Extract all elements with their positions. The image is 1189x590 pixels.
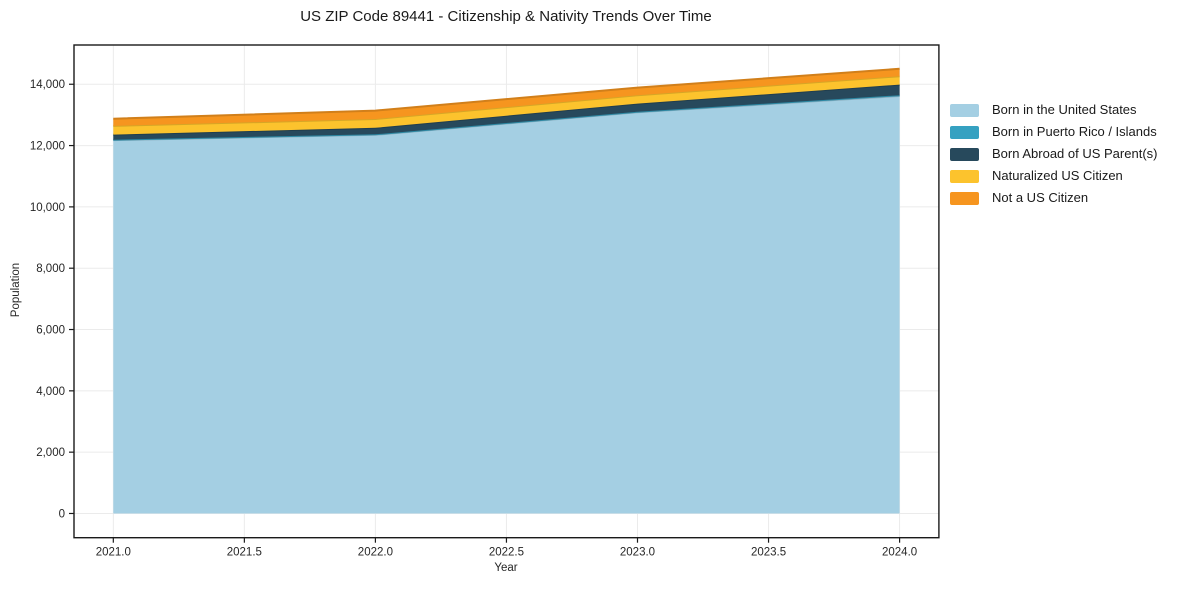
x-tick-label: 2022.0 bbox=[358, 547, 393, 559]
y-tick-label: 8,000 bbox=[36, 263, 65, 275]
legend-label: Born in the United States bbox=[992, 102, 1137, 117]
x-tick-label: 2021.5 bbox=[227, 547, 262, 559]
legend-item: Naturalized US Citizen bbox=[950, 169, 1157, 183]
legend-label: Born in Puerto Rico / Islands bbox=[992, 124, 1157, 139]
series-edge-4 bbox=[113, 67, 900, 120]
legend-swatch bbox=[950, 125, 979, 139]
legend-swatch bbox=[950, 103, 979, 117]
y-tick-label: 14,000 bbox=[30, 79, 65, 91]
y-axis-label: Population bbox=[10, 262, 22, 318]
y-tick-label: 10,000 bbox=[30, 202, 65, 214]
x-tick-label: 2023.5 bbox=[751, 547, 786, 559]
legend-swatch bbox=[950, 147, 979, 161]
y-tick-label: 12,000 bbox=[30, 141, 65, 153]
legend-label: Not a US Citizen bbox=[992, 190, 1089, 205]
series-area-2 bbox=[113, 84, 900, 140]
legend-swatch bbox=[950, 169, 979, 183]
legend: Born in the United States Born in Puerto … bbox=[950, 103, 1157, 205]
legend-label: Born Abroad of US Parent(s) bbox=[992, 146, 1158, 161]
series-area-0 bbox=[113, 96, 900, 514]
legend-label: Naturalized US Citizen bbox=[992, 168, 1123, 183]
legend-swatch bbox=[950, 191, 979, 205]
x-tick-label: 2022.5 bbox=[489, 547, 524, 559]
y-tick-label: 4,000 bbox=[36, 386, 65, 398]
legend-item: Born in the United States bbox=[950, 103, 1157, 117]
x-axis-label: Year bbox=[494, 562, 518, 574]
legend-item: Born in Puerto Rico / Islands bbox=[950, 125, 1157, 139]
x-tick-label: 2023.0 bbox=[620, 547, 655, 559]
y-tick-label: 6,000 bbox=[36, 325, 65, 337]
x-tick-label: 2024.0 bbox=[882, 547, 917, 559]
legend-item: Born Abroad of US Parent(s) bbox=[950, 147, 1157, 161]
chart-title: US ZIP Code 89441 - Citizenship & Nativi… bbox=[300, 8, 712, 25]
y-tick-label: 0 bbox=[59, 508, 65, 520]
legend-item: Not a US Citizen bbox=[950, 191, 1157, 205]
y-tick-label: 2,000 bbox=[36, 447, 65, 459]
x-tick-label: 2021.0 bbox=[96, 547, 131, 559]
